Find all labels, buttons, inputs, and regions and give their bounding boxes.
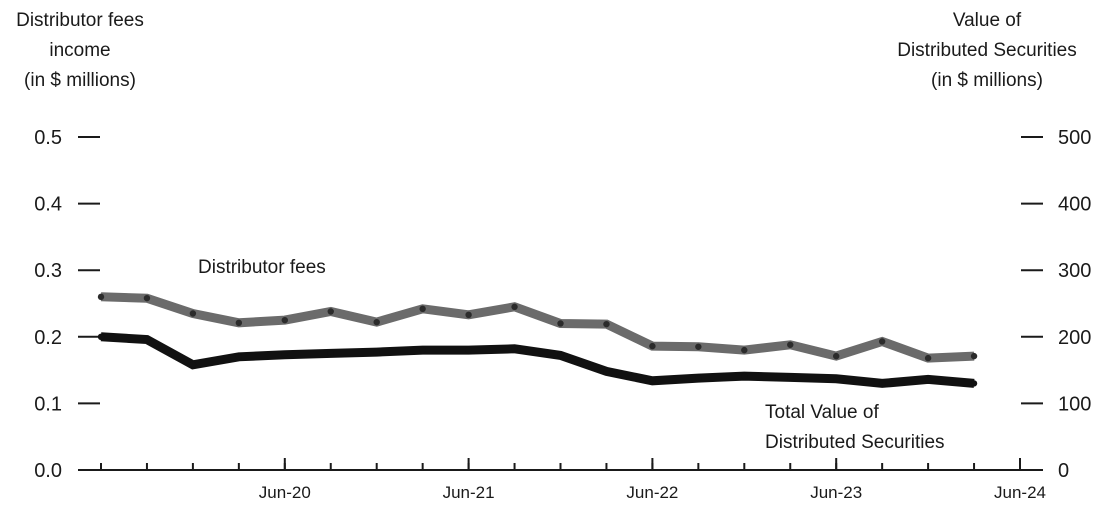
total-value-of-distributed-securities-point — [603, 368, 610, 375]
left-axis-tick-label: 0.2 — [34, 327, 62, 349]
right-axis-title-line-3: (in $ millions) — [931, 70, 1043, 91]
distributor-fees-point — [741, 346, 748, 354]
distributor-fees-point — [235, 319, 243, 327]
distributor-fees-point — [833, 352, 840, 360]
distributor-fees-point — [189, 310, 197, 317]
x-axis-tick-label: Jun-22 — [626, 483, 678, 502]
total-value-of-distributed-securities-point — [97, 333, 105, 340]
distributor-fees-point — [511, 303, 518, 311]
left-axis-tick-label: 0.3 — [34, 260, 62, 282]
total-value-of-distributed-securities-point — [465, 346, 472, 354]
right-axis-tick-label: 200 — [1058, 327, 1091, 349]
total-value-of-distributed-securities-line — [100, 332, 975, 388]
x-axis-tick-label: Jun-23 — [810, 483, 862, 502]
total-value-of-distributed-securities-point — [924, 376, 932, 383]
distributor-fees-point — [695, 343, 702, 350]
x-axis-tick-label: Jun-21 — [443, 483, 495, 502]
total-value-of-distributed-securities-point — [143, 336, 151, 343]
distributor-fees-point — [787, 341, 794, 348]
distributor-fees-point — [557, 320, 564, 327]
left-axis-tick-label: 0.1 — [34, 393, 62, 415]
distributor-fees-point — [649, 342, 656, 350]
annotations-layer: Distributor fees Total Value of Distribu… — [198, 257, 945, 453]
right-axis-tick-label: 400 — [1058, 194, 1091, 216]
right-axis-tick-label: 100 — [1058, 393, 1091, 415]
x-axis-tick-label: Jun-20 — [259, 483, 311, 502]
right-axis-tick-label: 300 — [1058, 260, 1091, 282]
distributor-fees-point — [970, 352, 978, 360]
left-axis-tick-label: 0.4 — [34, 194, 62, 216]
total-value-of-distributed-securities-point — [741, 372, 748, 380]
distributor-fees-point — [281, 316, 288, 324]
total-value-of-distributed-securities-point — [695, 374, 702, 382]
distributor-fees-annotation: Distributor fees — [198, 257, 326, 278]
axes-layer: 0.0 0.1 0.2 0.3 0.4 0.5 0 100 200 300 400 500 Jun-20… — [34, 127, 1091, 502]
distributor-fees-point — [327, 308, 334, 315]
right-axis-title-line-2: Distributed Securities — [897, 40, 1077, 61]
total-value-of-distributed-securities-point — [970, 380, 978, 387]
total-value-of-distributed-securities-point — [281, 351, 288, 358]
total-value-of-distributed-securities-point — [419, 346, 426, 354]
total-value-of-distributed-securities-point — [787, 374, 794, 381]
total-value-annotation-line-1: Total Value of — [765, 402, 879, 423]
x-axis-tick-label: Jun-24 — [994, 483, 1046, 502]
total-value-of-distributed-securities-point — [327, 350, 334, 357]
left-axis-title-line-1: Distributor fees — [16, 10, 144, 31]
left-axis-title-line-2: income — [49, 40, 111, 61]
series-layer — [97, 292, 978, 388]
distributor-fees-point — [465, 311, 472, 319]
right-axis-title-line-1: Value of — [952, 10, 1022, 31]
distributor-fees-point — [878, 338, 886, 345]
total-value-of-distributed-securities-point — [557, 352, 564, 359]
left-axis-tick-label: 0.0 — [34, 460, 62, 482]
left-axis-title-line-3: (in $ millions) — [24, 70, 136, 91]
total-value-of-distributed-securities-point — [511, 345, 518, 352]
distributor-fees-point — [924, 354, 932, 362]
distributor-fees-point — [373, 318, 380, 326]
right-axis-title: Value of Distributed Securities (in $ mi… — [867, 6, 1107, 96]
left-axis-tick-label: 0.5 — [34, 127, 62, 149]
distributor-fees-line — [100, 292, 975, 363]
total-value-of-distributed-securities-point — [878, 380, 886, 387]
total-value-of-distributed-securities-point — [649, 377, 656, 384]
distributor-fees-point — [419, 305, 426, 313]
total-value-of-distributed-securities-point — [373, 348, 380, 356]
right-axis-tick-label: 0 — [1058, 460, 1069, 482]
total-value-of-distributed-securities-point — [833, 375, 840, 382]
total-value-of-distributed-securities-point — [189, 361, 197, 368]
distributor-fees-point — [603, 320, 610, 328]
total-value-of-distributed-securities-point — [235, 353, 243, 360]
distributor-fees-point — [143, 294, 151, 302]
left-axis-title: Distributor fees income (in $ millions) — [0, 6, 160, 96]
distributor-fees-point — [97, 293, 105, 301]
right-axis-tick-label: 500 — [1058, 127, 1091, 149]
total-value-annotation-line-2: Distributed Securities — [765, 432, 945, 453]
